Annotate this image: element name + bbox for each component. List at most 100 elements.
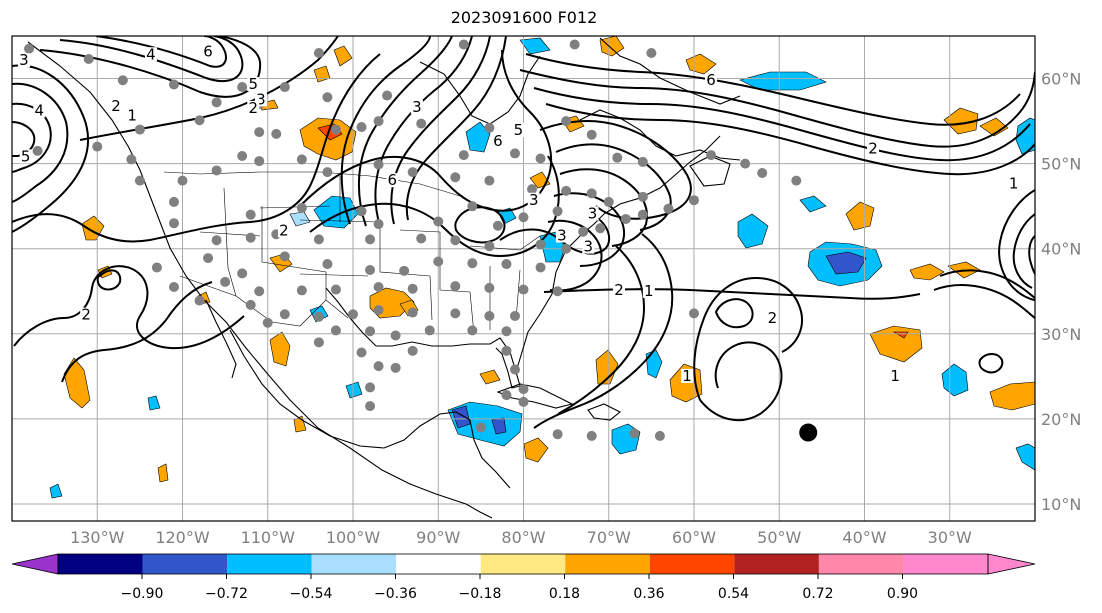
station-dot <box>365 234 376 245</box>
map-frame <box>11 35 1036 522</box>
contour-label: 3 <box>529 191 539 209</box>
contour-label-bg <box>144 47 157 62</box>
contour-label-bg <box>766 311 779 326</box>
station-dot <box>356 347 367 358</box>
station-dot <box>552 206 563 217</box>
contour-label-bg <box>555 228 568 243</box>
shade-orange <box>845 201 875 231</box>
station-dot <box>373 159 384 170</box>
shade-blue <box>519 37 551 55</box>
station-dot <box>535 262 546 273</box>
station-dot <box>373 304 384 315</box>
longitude-labels: 130°W 120°W 110°W 100°W 90°W 80°W 70°W 60°W 50°W… <box>70 528 972 547</box>
colorbar-segment <box>142 554 228 574</box>
station-dot <box>330 124 341 135</box>
station-dot <box>279 251 290 262</box>
station-dot <box>518 284 529 295</box>
contour-label-bg <box>586 206 599 221</box>
colorbar-tick-label: 0.18 <box>549 586 580 602</box>
station-dot <box>492 220 503 231</box>
station-dot <box>509 310 520 321</box>
station-dot <box>365 401 376 412</box>
station-dot <box>561 116 572 127</box>
contour-label: 1 <box>1009 175 1019 193</box>
station-dot <box>475 422 486 433</box>
station-dot <box>450 235 461 246</box>
shade-darkblue <box>451 405 471 429</box>
station-dot <box>279 309 290 320</box>
contour-label: 1 <box>644 282 654 300</box>
station-dot <box>126 154 137 165</box>
station-dot <box>373 282 384 293</box>
station-dot <box>467 201 478 212</box>
shade-blue <box>941 363 969 397</box>
station-markers <box>24 39 802 441</box>
colorbar-tick-label: −0.90 <box>121 586 164 602</box>
longitude-label: 30°W <box>928 528 972 547</box>
contour-label: 3 <box>557 227 567 245</box>
station-dot <box>603 196 614 207</box>
station-dot <box>83 53 94 64</box>
contour-label: 5 <box>248 75 258 93</box>
shade-blue <box>147 395 161 411</box>
station-dot <box>552 286 563 297</box>
station-dot <box>407 307 418 318</box>
shade-orange <box>523 437 549 463</box>
station-dot <box>450 172 461 183</box>
contour-label-bg <box>642 283 655 298</box>
station-dot <box>663 203 674 214</box>
shade-blue <box>1015 443 1035 471</box>
longitude-label: 90°W <box>416 528 460 547</box>
storm-center-marker <box>799 423 818 442</box>
station-dot <box>586 430 597 441</box>
contour-label-bg <box>705 72 718 87</box>
station-dot <box>484 175 495 186</box>
station-dot <box>390 330 401 341</box>
station-dot <box>211 165 222 176</box>
station-dot <box>424 325 435 336</box>
contour-label-bg <box>247 77 260 92</box>
station-dot <box>458 150 469 161</box>
latitude-labels: 10°N 20°N 30°N 40°N 50°N 60°N <box>1041 70 1081 514</box>
contour-label: 1 <box>127 107 137 125</box>
contour-label-bg <box>110 99 123 114</box>
station-dot <box>313 337 324 348</box>
station-dot <box>620 213 631 224</box>
contour-label: 6 <box>706 71 716 89</box>
colorbar-tick-label: 0.54 <box>718 586 749 602</box>
station-dot <box>586 188 597 199</box>
contour-label-bg <box>491 134 504 149</box>
station-dot <box>117 75 128 86</box>
contour-label: 5 <box>514 121 524 139</box>
coastline-north-america <box>27 41 493 519</box>
station-dot <box>467 325 478 336</box>
station-dot <box>390 362 401 373</box>
station-dot <box>518 396 529 407</box>
shade-blue <box>49 483 63 499</box>
station-dot <box>356 122 367 133</box>
station-dot <box>220 276 231 287</box>
station-dot <box>92 141 103 152</box>
station-dot <box>322 167 333 178</box>
station-dot <box>254 286 265 297</box>
contour-label-bg <box>17 53 30 68</box>
coastline-greenland <box>599 37 741 105</box>
station-dot <box>509 364 520 375</box>
shade-orange <box>479 369 501 385</box>
station-dot <box>194 295 205 306</box>
station-dot <box>595 223 606 234</box>
station-dot <box>313 48 324 59</box>
colorbar-segment <box>903 554 988 574</box>
contour-lines <box>12 36 1035 429</box>
longitude-label: 100°W <box>326 528 381 547</box>
contour-label-bg <box>19 149 32 164</box>
coastline-hispaniola <box>587 403 622 421</box>
station-dot <box>254 127 265 138</box>
colorbar-frame <box>57 553 989 575</box>
station-dot <box>211 235 222 246</box>
shade-orange <box>299 117 357 161</box>
station-dot <box>535 153 546 164</box>
station-dot <box>458 39 469 50</box>
contour-label-bg <box>1007 176 1020 191</box>
